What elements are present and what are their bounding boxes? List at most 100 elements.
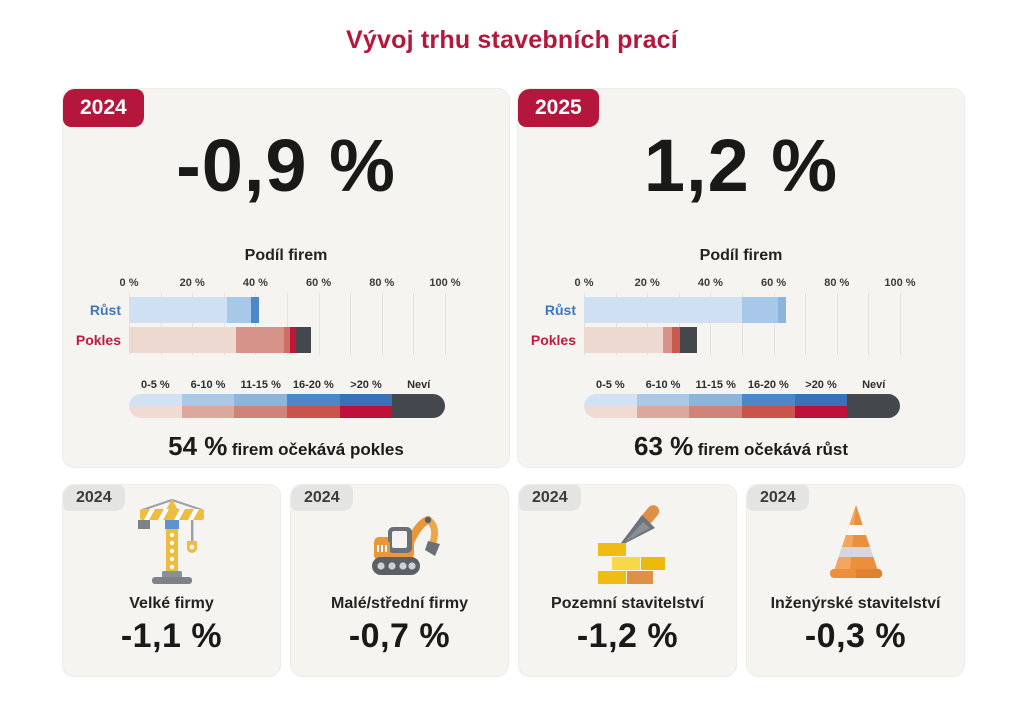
- legend-label: Neví: [407, 379, 431, 391]
- excavator-icon: [291, 493, 508, 593]
- bar-segment: [236, 327, 284, 353]
- chart-subtitle: Podíl firem: [244, 247, 328, 264]
- headline-value: -0,9 %: [176, 124, 396, 207]
- legend-segment: [234, 394, 288, 418]
- legend-segment: [636, 394, 690, 418]
- legend-strip: [129, 394, 445, 418]
- grid-line: [742, 293, 743, 355]
- bar-segment: [663, 327, 673, 353]
- grid-line: [287, 293, 288, 355]
- page-title: Vývoj trhu stavebních prací: [346, 26, 678, 54]
- legend-segment: [129, 394, 182, 418]
- traffic-cone-icon: [747, 493, 964, 593]
- sector-label: Malé/střední firmy: [331, 595, 468, 612]
- bar-rows: Růst Pokles: [531, 297, 900, 357]
- legend-label: 16-20 %: [747, 379, 789, 391]
- bar-segment: [283, 327, 291, 353]
- grid-line: [223, 293, 225, 355]
- grid-line: [647, 293, 649, 355]
- bar-segment: [584, 297, 742, 323]
- sector-card-velke-firmy: 2024 Velké: [62, 484, 281, 677]
- grid-line: [615, 293, 617, 355]
- axis-tick: 60 %: [306, 277, 332, 289]
- grid-line: [445, 293, 446, 355]
- sector-value: -1,2 %: [576, 617, 679, 655]
- sector-label: Velké firmy: [129, 595, 214, 612]
- sector-card-pozemni-stavitelstvi: 2024 Pozemní stavitelství -1,2 %: [518, 484, 737, 677]
- legend-strip: [584, 394, 900, 418]
- grid-line: [318, 293, 320, 355]
- stacked-bar-chart: 0 % 20 % 40 % 60 % 80 % 100 % Růst Pokles: [76, 277, 461, 357]
- bar-segment: [129, 327, 237, 353]
- legend-segment: [794, 394, 848, 418]
- bar-row-label: Pokles: [75, 332, 121, 348]
- legend-label: 11-15 %: [240, 379, 281, 391]
- axis-tick: 20 %: [179, 277, 205, 289]
- summary-value: 63 %: [634, 431, 694, 461]
- legend-labels: 0-5 % 6-10 % 11-15 % 16-20 % >20 % Neví: [129, 379, 445, 391]
- bar-segment: [296, 327, 311, 353]
- bar-segment: [672, 327, 680, 353]
- summary-line: 54 % firem očekává pokles: [63, 431, 509, 462]
- legend-segment-nevi: [847, 394, 900, 418]
- bar-segment: [679, 327, 697, 353]
- grid-line: [868, 293, 870, 355]
- legend-segment: [287, 394, 340, 418]
- headline-value: 1,2 %: [643, 124, 839, 207]
- tower-crane-icon: [63, 493, 280, 593]
- bar-segment: [250, 297, 259, 323]
- grid-line: [381, 293, 383, 355]
- legend-label: 16-20 %: [292, 379, 334, 391]
- bar-row-label: Pokles: [530, 332, 576, 348]
- summary-text: firem očekává růst: [697, 440, 848, 459]
- legend-label: >20 %: [350, 379, 382, 391]
- grid-lines: [129, 293, 446, 355]
- year-badge: 2024: [291, 485, 353, 511]
- sector-value: -0,3 %: [804, 617, 907, 655]
- legend-label: 11-15 %: [695, 379, 736, 391]
- bar-row-label: Růst: [544, 302, 576, 318]
- legend-segment: [584, 394, 637, 418]
- axis-tick: 40 %: [242, 277, 268, 289]
- year-badge: 2024: [63, 485, 125, 511]
- bar-segment: [584, 327, 663, 353]
- legend-label: >20 %: [805, 379, 837, 391]
- trowel-bricks-icon: [519, 493, 736, 593]
- legend-labels: 0-5 % 6-10 % 11-15 % 16-20 % >20 % Neví: [584, 379, 900, 391]
- legend-segment: [181, 394, 235, 418]
- bar-segment: [129, 297, 227, 323]
- legend-label: 0-5 %: [595, 379, 625, 391]
- axis-ticks: 0 % 20 % 40 % 60 % 80 % 100 %: [120, 277, 461, 289]
- grid-line: [710, 293, 712, 355]
- stacked-bar-chart: 0 % 20 % 40 % 60 % 80 % 100 % Růst Pokles: [531, 277, 916, 357]
- bar-segment: [290, 327, 297, 353]
- bar-track: [129, 297, 445, 323]
- grid-line: [678, 293, 680, 355]
- legend-label: 0-5 %: [140, 379, 170, 391]
- bar-segment: [778, 297, 787, 323]
- axis-tick: 100 %: [884, 277, 916, 289]
- grid-line: [836, 293, 838, 355]
- year-card-2025: 2025 1,2 % Podíl firem 0 % 20 % 40 % 60 % 80…: [517, 88, 965, 468]
- year-badge: 2024: [519, 485, 581, 511]
- grid-line: [900, 293, 901, 355]
- legend-label: Neví: [862, 379, 886, 391]
- axis-tick: 20 %: [634, 277, 660, 289]
- chart-subtitle: Podíl firem: [699, 247, 783, 264]
- year-badge: 2024: [63, 89, 144, 127]
- legend-segment: [742, 394, 795, 418]
- axis-ticks: 0 % 20 % 40 % 60 % 80 % 100 %: [575, 277, 916, 289]
- axis-tick: 80 %: [824, 277, 850, 289]
- axis-tick: 100 %: [429, 277, 461, 289]
- axis-tick: 40 %: [697, 277, 723, 289]
- grid-line: [773, 293, 775, 355]
- bar-row: Růst: [545, 297, 900, 323]
- bar-track: [584, 297, 900, 323]
- sector-label: Inženýrské stavitelství: [770, 595, 941, 612]
- bar-row: Pokles: [531, 327, 900, 353]
- grid-line: [350, 293, 352, 355]
- legend-label: 6-10 %: [190, 379, 226, 391]
- grid-line: [160, 293, 162, 355]
- summary-value: 54 %: [168, 431, 228, 461]
